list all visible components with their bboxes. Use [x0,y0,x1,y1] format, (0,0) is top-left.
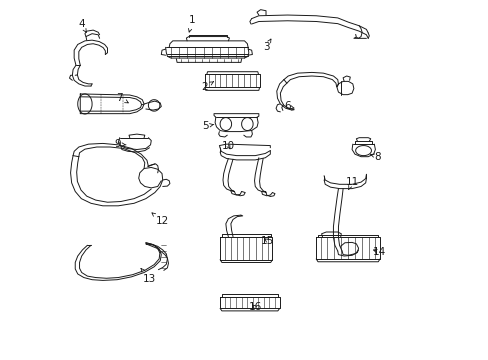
Text: 15: 15 [261,236,274,246]
Text: 9: 9 [114,139,126,149]
Text: 12: 12 [152,213,168,226]
Text: 10: 10 [222,141,234,151]
Text: 11: 11 [345,177,358,190]
Text: 4: 4 [78,19,86,32]
Text: 6: 6 [284,102,293,112]
Text: 2: 2 [202,82,213,92]
Text: 1: 1 [188,15,195,32]
Text: 5: 5 [202,121,213,131]
Text: 3: 3 [262,39,270,52]
Text: 13: 13 [141,269,156,284]
Text: 16: 16 [248,302,262,312]
Text: 14: 14 [371,247,385,257]
Text: 8: 8 [370,152,380,162]
Text: 7: 7 [116,93,128,103]
